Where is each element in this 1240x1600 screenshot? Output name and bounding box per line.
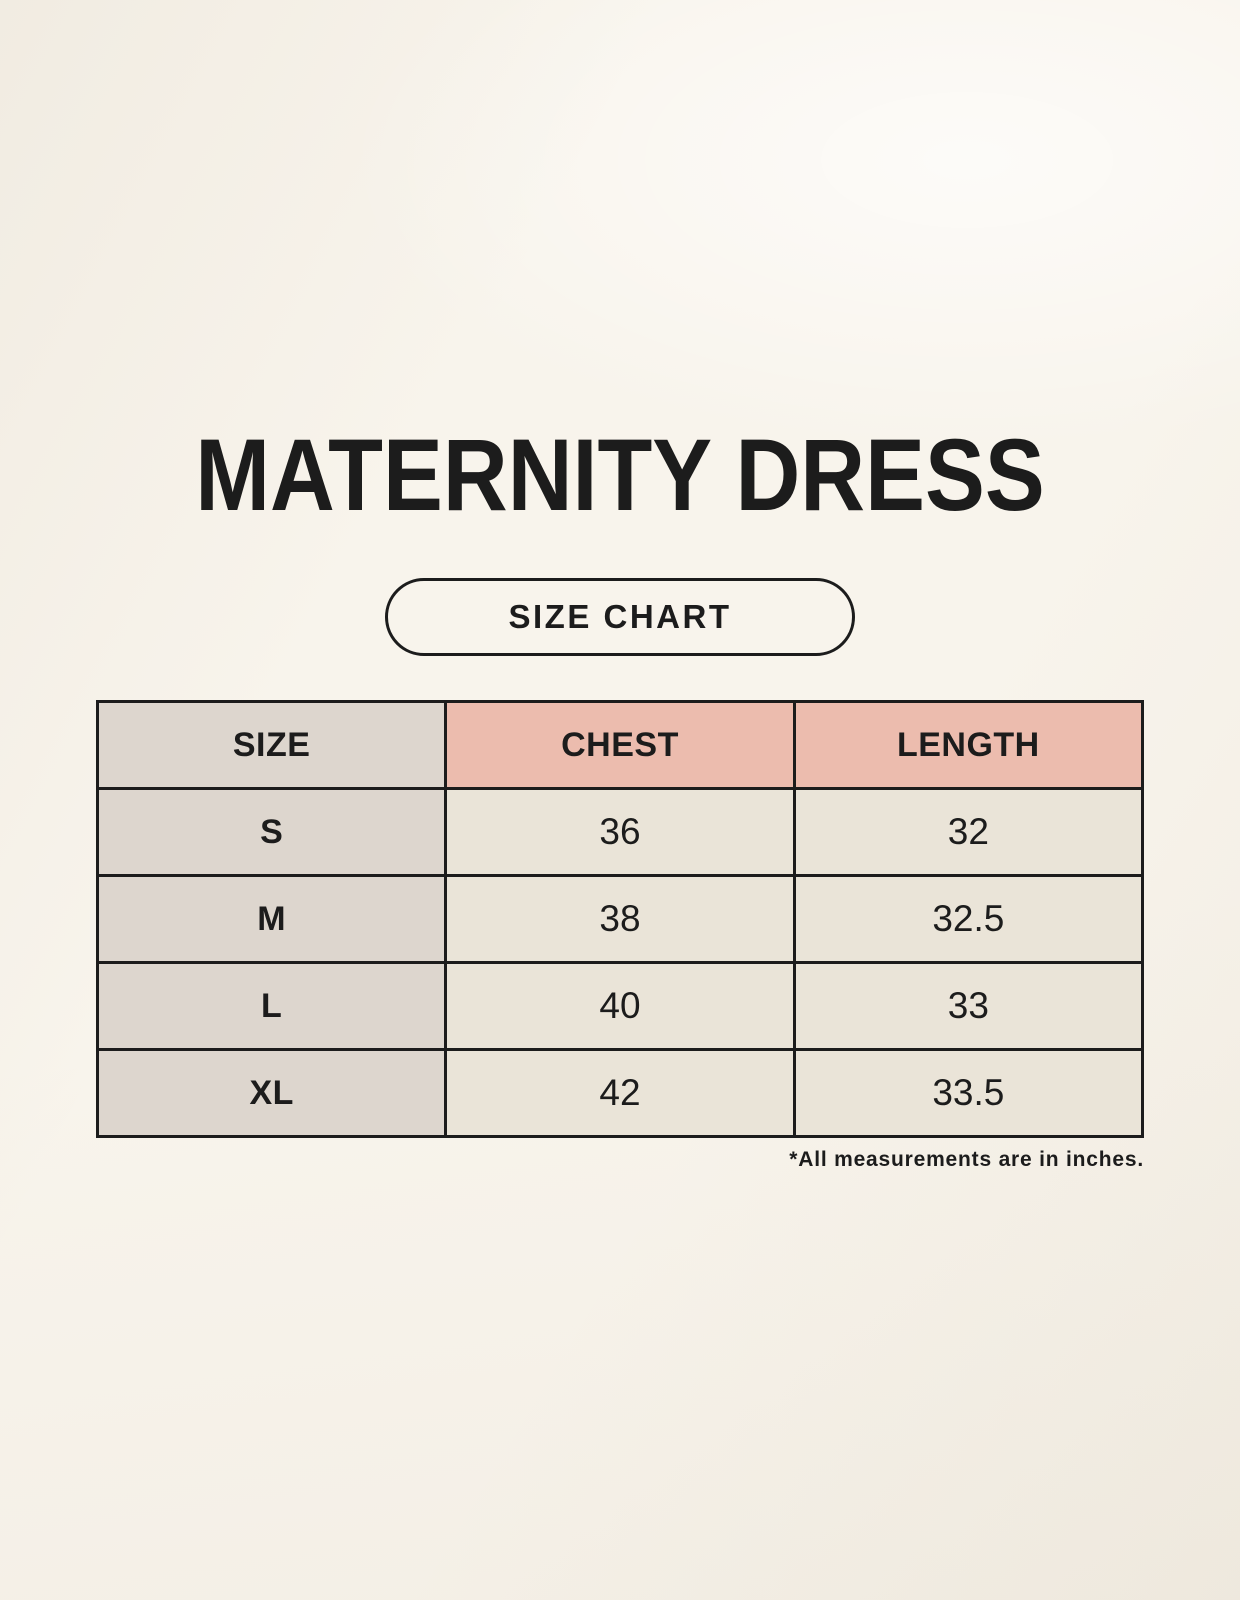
page-title: MATERNITY DRESS [195,418,1045,532]
size-label: XL [95,1048,448,1138]
size-label: L [95,961,448,1051]
length-value: 32.5 [792,874,1145,964]
column-header-length: LENGTH [792,700,1145,790]
table-row: M 38 32.5 [95,874,1145,964]
column-header-size: SIZE [95,700,448,790]
table-header-row: SIZE CHEST LENGTH [95,700,1145,790]
size-label: S [95,787,448,877]
length-value: 32 [792,787,1145,877]
size-table: SIZE CHEST LENGTH S 36 32 M 38 32.5 L 40… [95,700,1145,1138]
column-header-chest: CHEST [444,700,796,790]
length-value: 33 [792,961,1145,1051]
size-label: M [95,874,448,964]
chest-value: 38 [444,874,796,964]
measurements-footnote: *All measurements are in inches. [789,1148,1144,1171]
size-chart-button[interactable]: SIZE CHART [385,578,855,656]
chest-value: 42 [444,1048,796,1138]
table-row: L 40 33 [95,961,1145,1051]
table-row: XL 42 33.5 [95,1048,1145,1138]
chest-value: 36 [444,787,796,877]
size-chart-button-label: SIZE CHART [508,598,732,635]
length-value: 33.5 [792,1048,1145,1138]
chest-value: 40 [444,961,796,1051]
table-row: S 36 32 [95,787,1145,877]
